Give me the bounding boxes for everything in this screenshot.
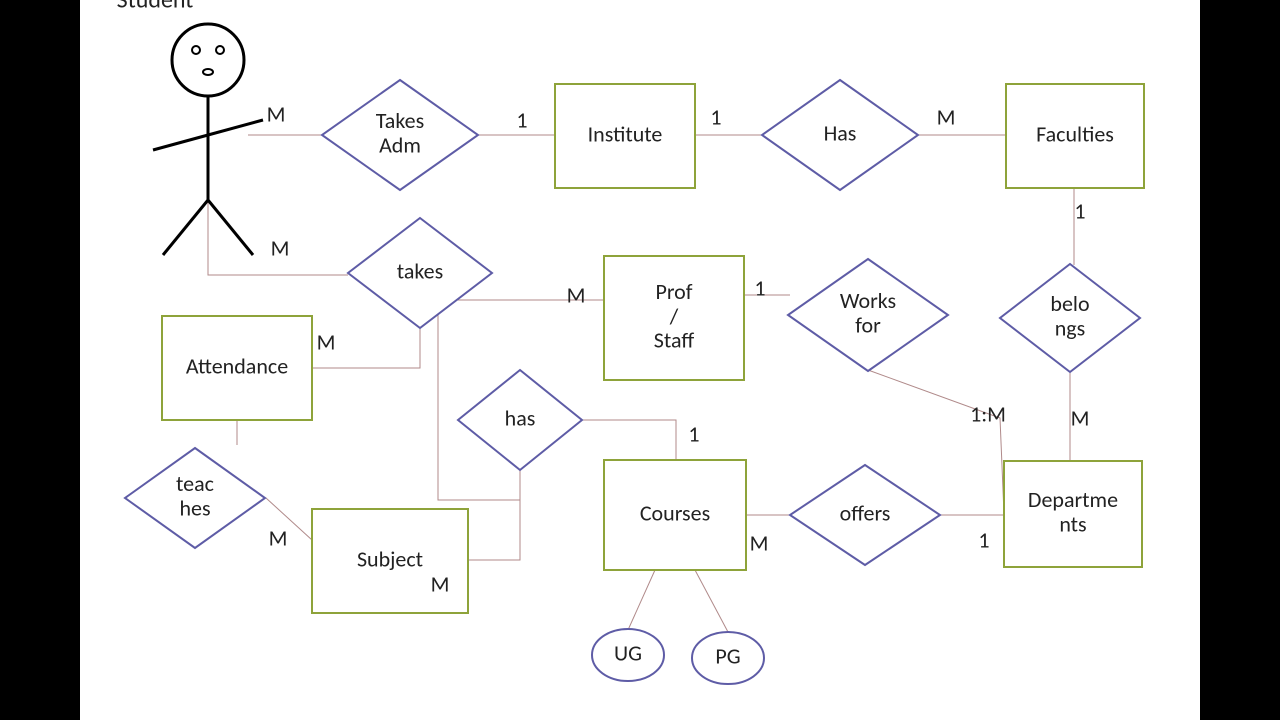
svg-text:Faculties: Faculties	[1036, 120, 1114, 147]
svg-text:for: for	[855, 311, 881, 338]
cardinality-label: M	[431, 570, 450, 597]
svg-text:has: has	[505, 404, 536, 431]
svg-text:hes: hes	[179, 494, 210, 521]
svg-text:Has: Has	[824, 119, 857, 146]
svg-text:/: /	[669, 302, 679, 329]
svg-text:Institute: Institute	[588, 120, 663, 147]
svg-text:Adm: Adm	[379, 131, 421, 158]
edge	[582, 420, 676, 460]
svg-text:ngs: ngs	[1055, 314, 1086, 341]
cardinality-label: M	[317, 328, 336, 355]
diagram-canvas: Student Institute Faculties Attendance Prof/…	[80, 0, 1200, 720]
er-diagram: Student Institute Faculties Attendance Prof/…	[80, 0, 1200, 720]
svg-text:Prof: Prof	[656, 278, 693, 305]
cardinality-label: 1	[710, 103, 721, 130]
svg-text:belo: belo	[1050, 290, 1089, 317]
svg-text:offers: offers	[840, 499, 891, 526]
edge	[695, 570, 728, 632]
edge	[468, 470, 520, 560]
cardinality-label: 1	[516, 106, 527, 133]
svg-text:Courses: Courses	[640, 499, 710, 526]
svg-text:Staff: Staff	[654, 326, 695, 353]
cardinality-label: M	[1071, 404, 1090, 431]
svg-text:Takes: Takes	[376, 107, 424, 134]
svg-text:teac: teac	[176, 470, 214, 497]
cardinality-label: M	[750, 529, 769, 556]
cardinality-label: 1	[754, 274, 765, 301]
cardinality-label: M	[271, 234, 290, 261]
svg-text:PG: PG	[715, 642, 740, 669]
svg-text:Departme: Departme	[1028, 486, 1118, 513]
cardinality-label: 1	[1074, 197, 1085, 224]
cardinality-label: 1	[688, 420, 699, 447]
edge	[628, 570, 655, 630]
svg-text:Attendance: Attendance	[186, 352, 288, 379]
cardinality-label: M	[267, 100, 286, 127]
cardinality-label: M	[567, 281, 586, 308]
title-student: Student	[117, 0, 194, 15]
svg-text:takes: takes	[397, 257, 443, 284]
svg-text:nts: nts	[1059, 510, 1086, 537]
cardinality-label: 1	[978, 526, 989, 553]
cardinality-label: 1:M	[970, 400, 1006, 427]
cardinality-label: M	[937, 103, 956, 130]
svg-text:Works: Works	[840, 287, 896, 314]
svg-text:Subject: Subject	[357, 545, 423, 572]
cardinality-label: M	[269, 524, 288, 551]
svg-text:UG: UG	[614, 639, 642, 666]
